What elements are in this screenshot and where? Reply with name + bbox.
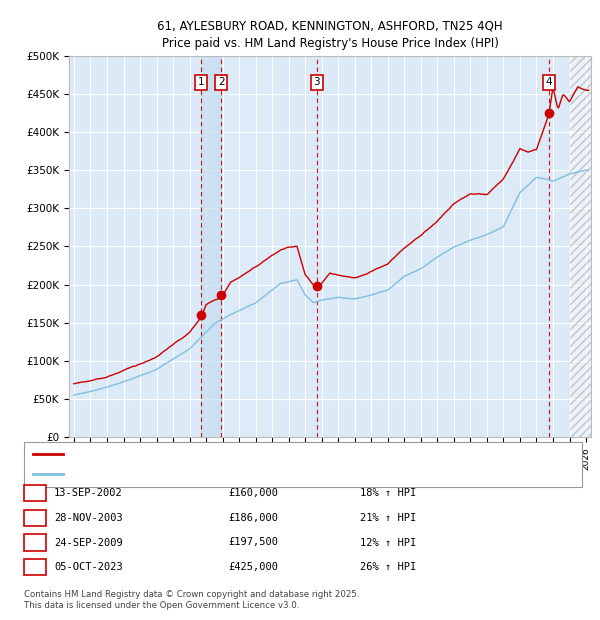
Text: HPI: Average price, semi-detached house, Ashford: HPI: Average price, semi-detached house,…: [69, 470, 308, 479]
Text: 61, AYLESBURY ROAD, KENNINGTON, ASHFORD, TN25 4QH (semi-detached house): 61, AYLESBURY ROAD, KENNINGTON, ASHFORD,…: [69, 450, 459, 459]
Text: 24-SEP-2009: 24-SEP-2009: [54, 538, 123, 547]
Title: 61, AYLESBURY ROAD, KENNINGTON, ASHFORD, TN25 4QH
Price paid vs. HM Land Registr: 61, AYLESBURY ROAD, KENNINGTON, ASHFORD,…: [157, 19, 503, 50]
Text: £186,000: £186,000: [228, 513, 278, 523]
Text: 2: 2: [218, 78, 224, 87]
Text: 26% ↑ HPI: 26% ↑ HPI: [360, 562, 416, 572]
Text: Contains HM Land Registry data © Crown copyright and database right 2025.
This d: Contains HM Land Registry data © Crown c…: [24, 590, 359, 609]
Text: 1: 1: [31, 488, 38, 498]
Text: 12% ↑ HPI: 12% ↑ HPI: [360, 538, 416, 547]
Text: 21% ↑ HPI: 21% ↑ HPI: [360, 513, 416, 523]
Text: 18% ↑ HPI: 18% ↑ HPI: [360, 488, 416, 498]
Bar: [569, 56, 595, 437]
Bar: [569, 56, 595, 437]
Text: £197,500: £197,500: [228, 538, 278, 547]
Text: 28-NOV-2003: 28-NOV-2003: [54, 513, 123, 523]
Text: 3: 3: [314, 78, 320, 87]
Text: 05-OCT-2023: 05-OCT-2023: [54, 562, 123, 572]
Text: 3: 3: [31, 538, 38, 547]
Text: 4: 4: [545, 78, 552, 87]
Text: 1: 1: [198, 78, 205, 87]
Text: 2: 2: [31, 513, 38, 523]
Text: £160,000: £160,000: [228, 488, 278, 498]
Bar: [201, 56, 221, 437]
Text: 4: 4: [31, 562, 38, 572]
Text: 13-SEP-2002: 13-SEP-2002: [54, 488, 123, 498]
Text: £425,000: £425,000: [228, 562, 278, 572]
